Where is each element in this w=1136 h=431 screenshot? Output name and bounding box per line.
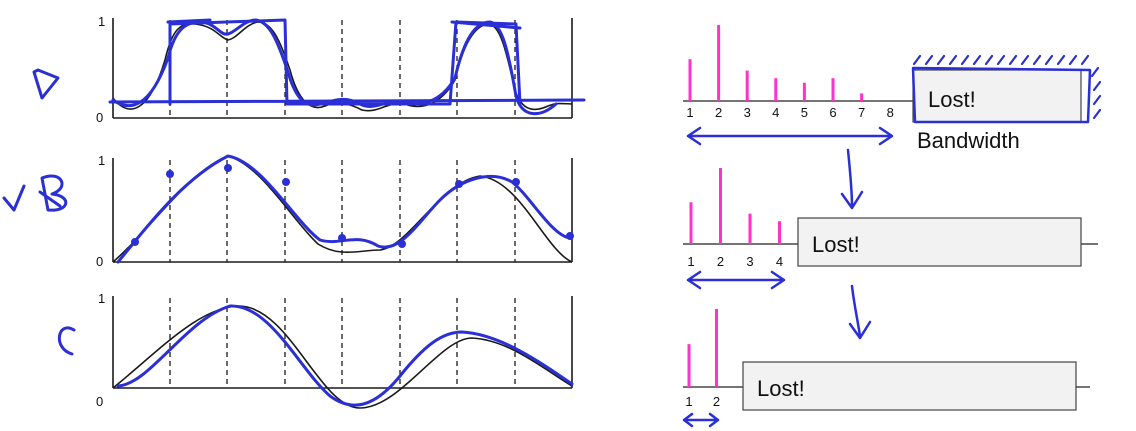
y-bottom-label: 0 — [96, 110, 103, 125]
lost-label: Lost! — [928, 87, 976, 112]
harmonic-tick-label: 2 — [717, 254, 724, 269]
harmonic-tick-label: 1 — [686, 105, 693, 120]
spectrum-1: 1 2 3 4 5 6 7 8 Lost! Bandwidth — [683, 25, 1102, 210]
signal-plot-c: 1 0 — [96, 291, 574, 409]
y-bottom-label: 0 — [96, 394, 103, 409]
harmonic-tick-label: 2 — [715, 105, 722, 120]
harmonic-tick-label: 1 — [685, 394, 692, 409]
panel-label-b: B — [38, 174, 68, 212]
lost-region: Lost! — [911, 54, 1102, 124]
harmonic-bars — [688, 25, 864, 101]
panel-label-c: C — [57, 326, 76, 356]
harmonic-tick-label: 4 — [772, 105, 779, 120]
harmonic-tick-label: 6 — [829, 105, 836, 120]
y-top-label: 1 — [98, 291, 105, 306]
down-arrow-icon — [840, 148, 864, 210]
harmonic-tick-label: 3 — [746, 254, 753, 269]
lost-region: Lost! — [742, 361, 1077, 411]
lost-label: Lost! — [812, 232, 860, 257]
ink-trace — [116, 304, 574, 407]
double-arrow-icon — [682, 412, 720, 428]
signal-plot-a: 1 0 — [96, 14, 586, 125]
harmonic-tick-label: 8 — [887, 105, 894, 120]
y-top-label: 1 — [98, 153, 105, 168]
spectrum-2: 1 2 3 4 Lost! — [683, 168, 1098, 340]
ink-square-wave — [108, 18, 586, 106]
double-arrow-icon — [686, 126, 894, 146]
bandwidth-label: Bandwidth — [917, 128, 1020, 153]
checkmark-icon — [2, 184, 26, 212]
harmonic-tick-label: 1 — [687, 254, 694, 269]
harmonic-tick-labels: 1 2 3 4 5 6 7 8 — [686, 105, 893, 120]
period-gridlines — [169, 160, 516, 262]
period-gridlines — [169, 298, 516, 388]
harmonic-bars — [687, 309, 718, 387]
harmonic-tick-labels: 1 2 3 4 — [687, 254, 783, 269]
down-arrow-icon — [848, 284, 872, 340]
ink-trace — [116, 154, 572, 264]
y-top-label: 1 — [98, 14, 105, 29]
signal-curve — [112, 305, 573, 409]
ink-sample-dots — [131, 164, 574, 248]
double-arrow-icon — [686, 270, 786, 290]
lost-label: Lost! — [757, 376, 805, 401]
harmonic-tick-label: 5 — [801, 105, 808, 120]
harmonic-tick-label: 4 — [776, 254, 783, 269]
panel-label-a: A — [32, 68, 60, 100]
signal-plot-b: 1 0 — [96, 153, 574, 269]
harmonic-tick-label: 7 — [858, 105, 865, 120]
harmonic-tick-label: 2 — [713, 394, 720, 409]
harmonic-bars — [689, 168, 781, 244]
harmonic-tick-label: 3 — [744, 105, 751, 120]
lost-region: Lost! — [797, 217, 1082, 267]
y-bottom-label: 0 — [96, 254, 103, 269]
